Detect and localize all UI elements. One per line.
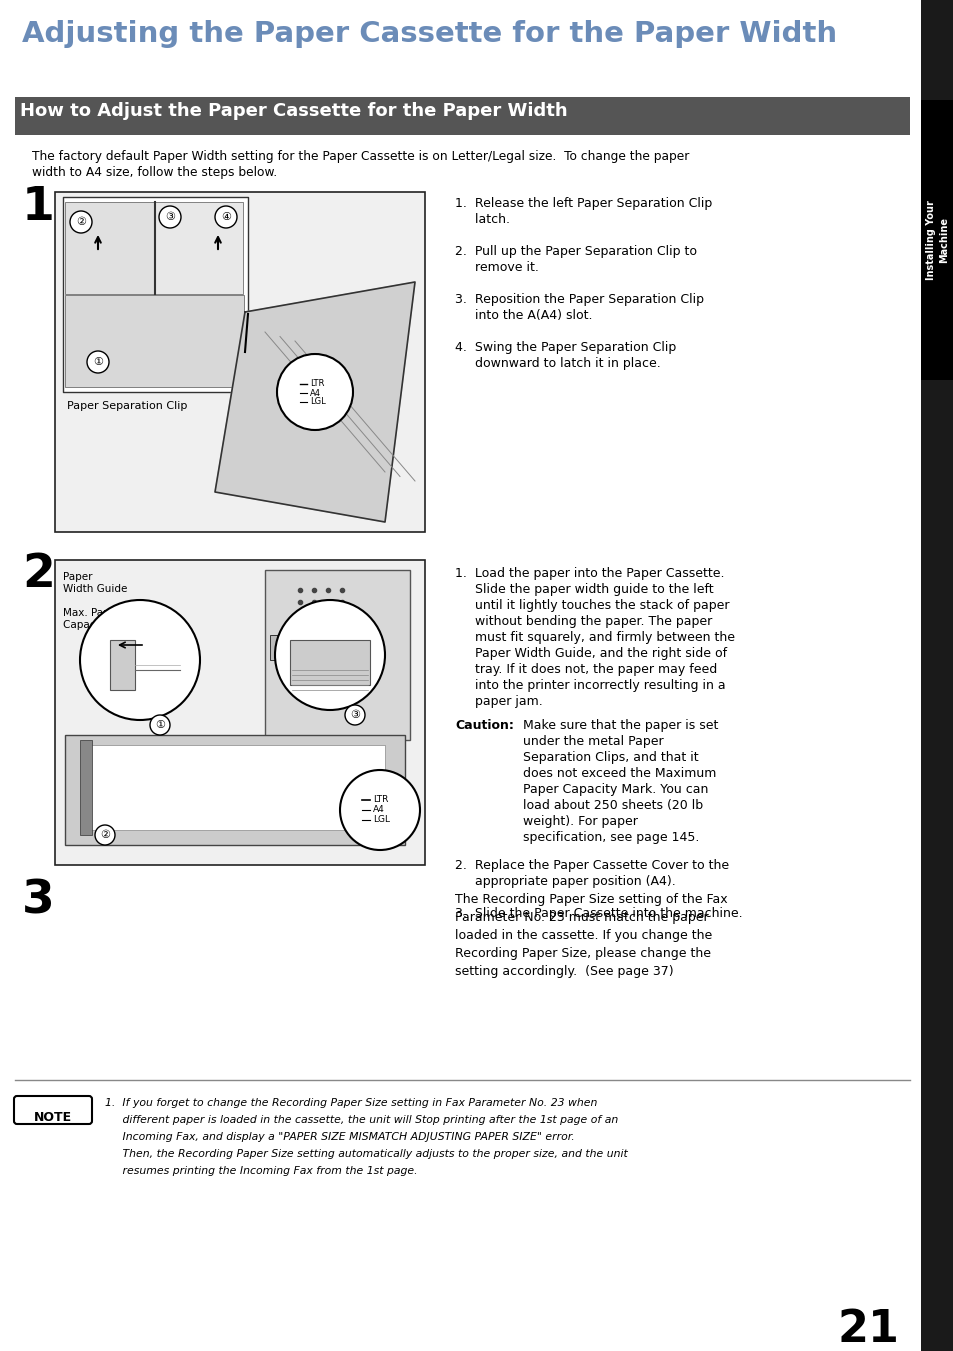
- Bar: [110, 640, 135, 690]
- Text: A4: A4: [373, 805, 384, 815]
- Text: remove it.: remove it.: [455, 261, 538, 274]
- FancyBboxPatch shape: [14, 1096, 91, 1124]
- Bar: [920, 0, 953, 1351]
- Text: LTR: LTR: [373, 796, 388, 804]
- Circle shape: [345, 705, 365, 725]
- Text: NOTE: NOTE: [34, 1111, 72, 1124]
- Text: does not exceed the Maximum: does not exceed the Maximum: [522, 767, 716, 780]
- Text: Caution:: Caution:: [455, 719, 514, 732]
- Text: 1: 1: [22, 185, 55, 230]
- Bar: [15, 97, 909, 135]
- Text: 3.  Reposition the Paper Separation Clip: 3. Reposition the Paper Separation Clip: [455, 293, 703, 305]
- Text: ②: ②: [100, 830, 110, 840]
- Text: ③: ③: [165, 212, 174, 222]
- Text: A4: A4: [310, 389, 320, 397]
- Text: Max. Paper
Capacity Mark: Max. Paper Capacity Mark: [63, 608, 137, 630]
- Bar: [65, 295, 244, 386]
- Text: loaded in the cassette. If you change the: loaded in the cassette. If you change th…: [455, 929, 712, 942]
- Bar: [55, 192, 424, 532]
- Text: ①: ①: [92, 357, 103, 367]
- Text: 4.  Swing the Paper Separation Clip: 4. Swing the Paper Separation Clip: [455, 340, 676, 354]
- Text: ①: ①: [154, 720, 165, 730]
- Text: setting accordingly.  (See page 37): setting accordingly. (See page 37): [455, 965, 673, 978]
- Bar: [290, 640, 370, 685]
- Circle shape: [214, 205, 236, 228]
- Text: 1.  Load the paper into the Paper Cassette.: 1. Load the paper into the Paper Cassett…: [455, 567, 723, 580]
- Text: latch.: latch.: [455, 213, 510, 226]
- Text: specification, see page 145.: specification, see page 145.: [522, 831, 699, 844]
- Text: under the metal Paper: under the metal Paper: [522, 735, 663, 748]
- Circle shape: [87, 351, 109, 373]
- Text: Paper Separation Clip: Paper Separation Clip: [67, 401, 187, 411]
- Text: load about 250 sheets (20 lb: load about 250 sheets (20 lb: [522, 798, 702, 812]
- Text: tray. If it does not, the paper may feed: tray. If it does not, the paper may feed: [455, 663, 717, 676]
- Text: width to A4 size, follow the steps below.: width to A4 size, follow the steps below…: [32, 166, 277, 178]
- Bar: [63, 197, 248, 392]
- Text: 3.  Slide the Paper Cassette into the machine.: 3. Slide the Paper Cassette into the mac…: [455, 907, 741, 920]
- Text: 3: 3: [22, 878, 54, 923]
- Bar: [55, 561, 424, 865]
- Bar: [154, 203, 243, 295]
- Text: Separation Clips, and that it: Separation Clips, and that it: [522, 751, 698, 765]
- Text: 2: 2: [22, 553, 55, 597]
- Text: Recording Paper Size, please change the: Recording Paper Size, please change the: [455, 947, 710, 961]
- Circle shape: [276, 354, 353, 430]
- Text: Make sure that the paper is set: Make sure that the paper is set: [522, 719, 718, 732]
- Circle shape: [95, 825, 115, 844]
- Text: How to Adjust the Paper Cassette for the Paper Width: How to Adjust the Paper Cassette for the…: [20, 101, 567, 120]
- Text: into the A(A4) slot.: into the A(A4) slot.: [455, 309, 592, 322]
- Text: Adjusting the Paper Cassette for the Paper Width: Adjusting the Paper Cassette for the Pap…: [22, 20, 836, 49]
- Circle shape: [150, 715, 170, 735]
- Text: Slide the paper width guide to the left: Slide the paper width guide to the left: [455, 584, 713, 596]
- Text: without bending the paper. The paper: without bending the paper. The paper: [455, 615, 712, 628]
- Text: until it lightly touches the stack of paper: until it lightly touches the stack of pa…: [455, 598, 729, 612]
- Circle shape: [80, 600, 200, 720]
- Text: must fit squarely, and firmly between the: must fit squarely, and firmly between th…: [455, 631, 734, 644]
- Text: paper jam.: paper jam.: [455, 694, 542, 708]
- Text: ④: ④: [221, 212, 231, 222]
- Text: 2.  Pull up the Paper Separation Clip to: 2. Pull up the Paper Separation Clip to: [455, 245, 697, 258]
- Text: 1.  If you forget to change the Recording Paper Size setting in Fax Parameter No: 1. If you forget to change the Recording…: [105, 1098, 597, 1108]
- Bar: [65, 203, 154, 295]
- Text: The Recording Paper Size setting of the Fax: The Recording Paper Size setting of the …: [455, 893, 727, 907]
- Text: resumes printing the Incoming Fax from the 1st page.: resumes printing the Incoming Fax from t…: [105, 1166, 417, 1175]
- Text: LGL: LGL: [373, 816, 390, 824]
- Text: 1.  Release the left Paper Separation Clip: 1. Release the left Paper Separation Cli…: [455, 197, 712, 209]
- Bar: [85, 744, 385, 830]
- Text: Paper
Width Guide: Paper Width Guide: [63, 571, 128, 593]
- Text: ③: ③: [350, 711, 359, 720]
- Text: appropriate paper position (A4).: appropriate paper position (A4).: [455, 875, 675, 888]
- Text: Then, the Recording Paper Size setting automatically adjusts to the proper size,: Then, the Recording Paper Size setting a…: [105, 1148, 627, 1159]
- Text: 2.  Replace the Paper Cassette Cover to the: 2. Replace the Paper Cassette Cover to t…: [455, 859, 728, 871]
- Text: LGL: LGL: [310, 397, 325, 407]
- Text: ②: ②: [76, 218, 86, 227]
- Bar: [80, 740, 91, 835]
- Text: Paper Capacity Mark. You can: Paper Capacity Mark. You can: [522, 784, 708, 796]
- Polygon shape: [214, 282, 415, 521]
- Bar: [265, 570, 410, 740]
- Text: weight). For paper: weight). For paper: [522, 815, 638, 828]
- Text: into the printer incorrectly resulting in a: into the printer incorrectly resulting i…: [455, 680, 725, 692]
- Text: LTR: LTR: [310, 380, 324, 389]
- Circle shape: [70, 211, 91, 232]
- Bar: [65, 735, 405, 844]
- Bar: [920, 100, 953, 380]
- Circle shape: [159, 205, 181, 228]
- Bar: [270, 635, 310, 661]
- Text: 21: 21: [837, 1308, 899, 1351]
- Circle shape: [339, 770, 419, 850]
- Circle shape: [274, 600, 385, 711]
- Text: Parameter No. 23 must match the paper: Parameter No. 23 must match the paper: [455, 911, 708, 924]
- Text: different paper is loaded in the cassette, the unit will Stop printing after the: different paper is loaded in the cassett…: [105, 1115, 618, 1125]
- Text: Paper Width Guide, and the right side of: Paper Width Guide, and the right side of: [455, 647, 726, 661]
- Text: downward to latch it in place.: downward to latch it in place.: [455, 357, 660, 370]
- Text: The factory default Paper Width setting for the Paper Cassette is on Letter/Lega: The factory default Paper Width setting …: [32, 150, 689, 163]
- Text: Incoming Fax, and display a "PAPER SIZE MISMATCH ADJUSTING PAPER SIZE" error.: Incoming Fax, and display a "PAPER SIZE …: [105, 1132, 574, 1142]
- Text: Installing Your
Machine: Installing Your Machine: [925, 200, 948, 280]
